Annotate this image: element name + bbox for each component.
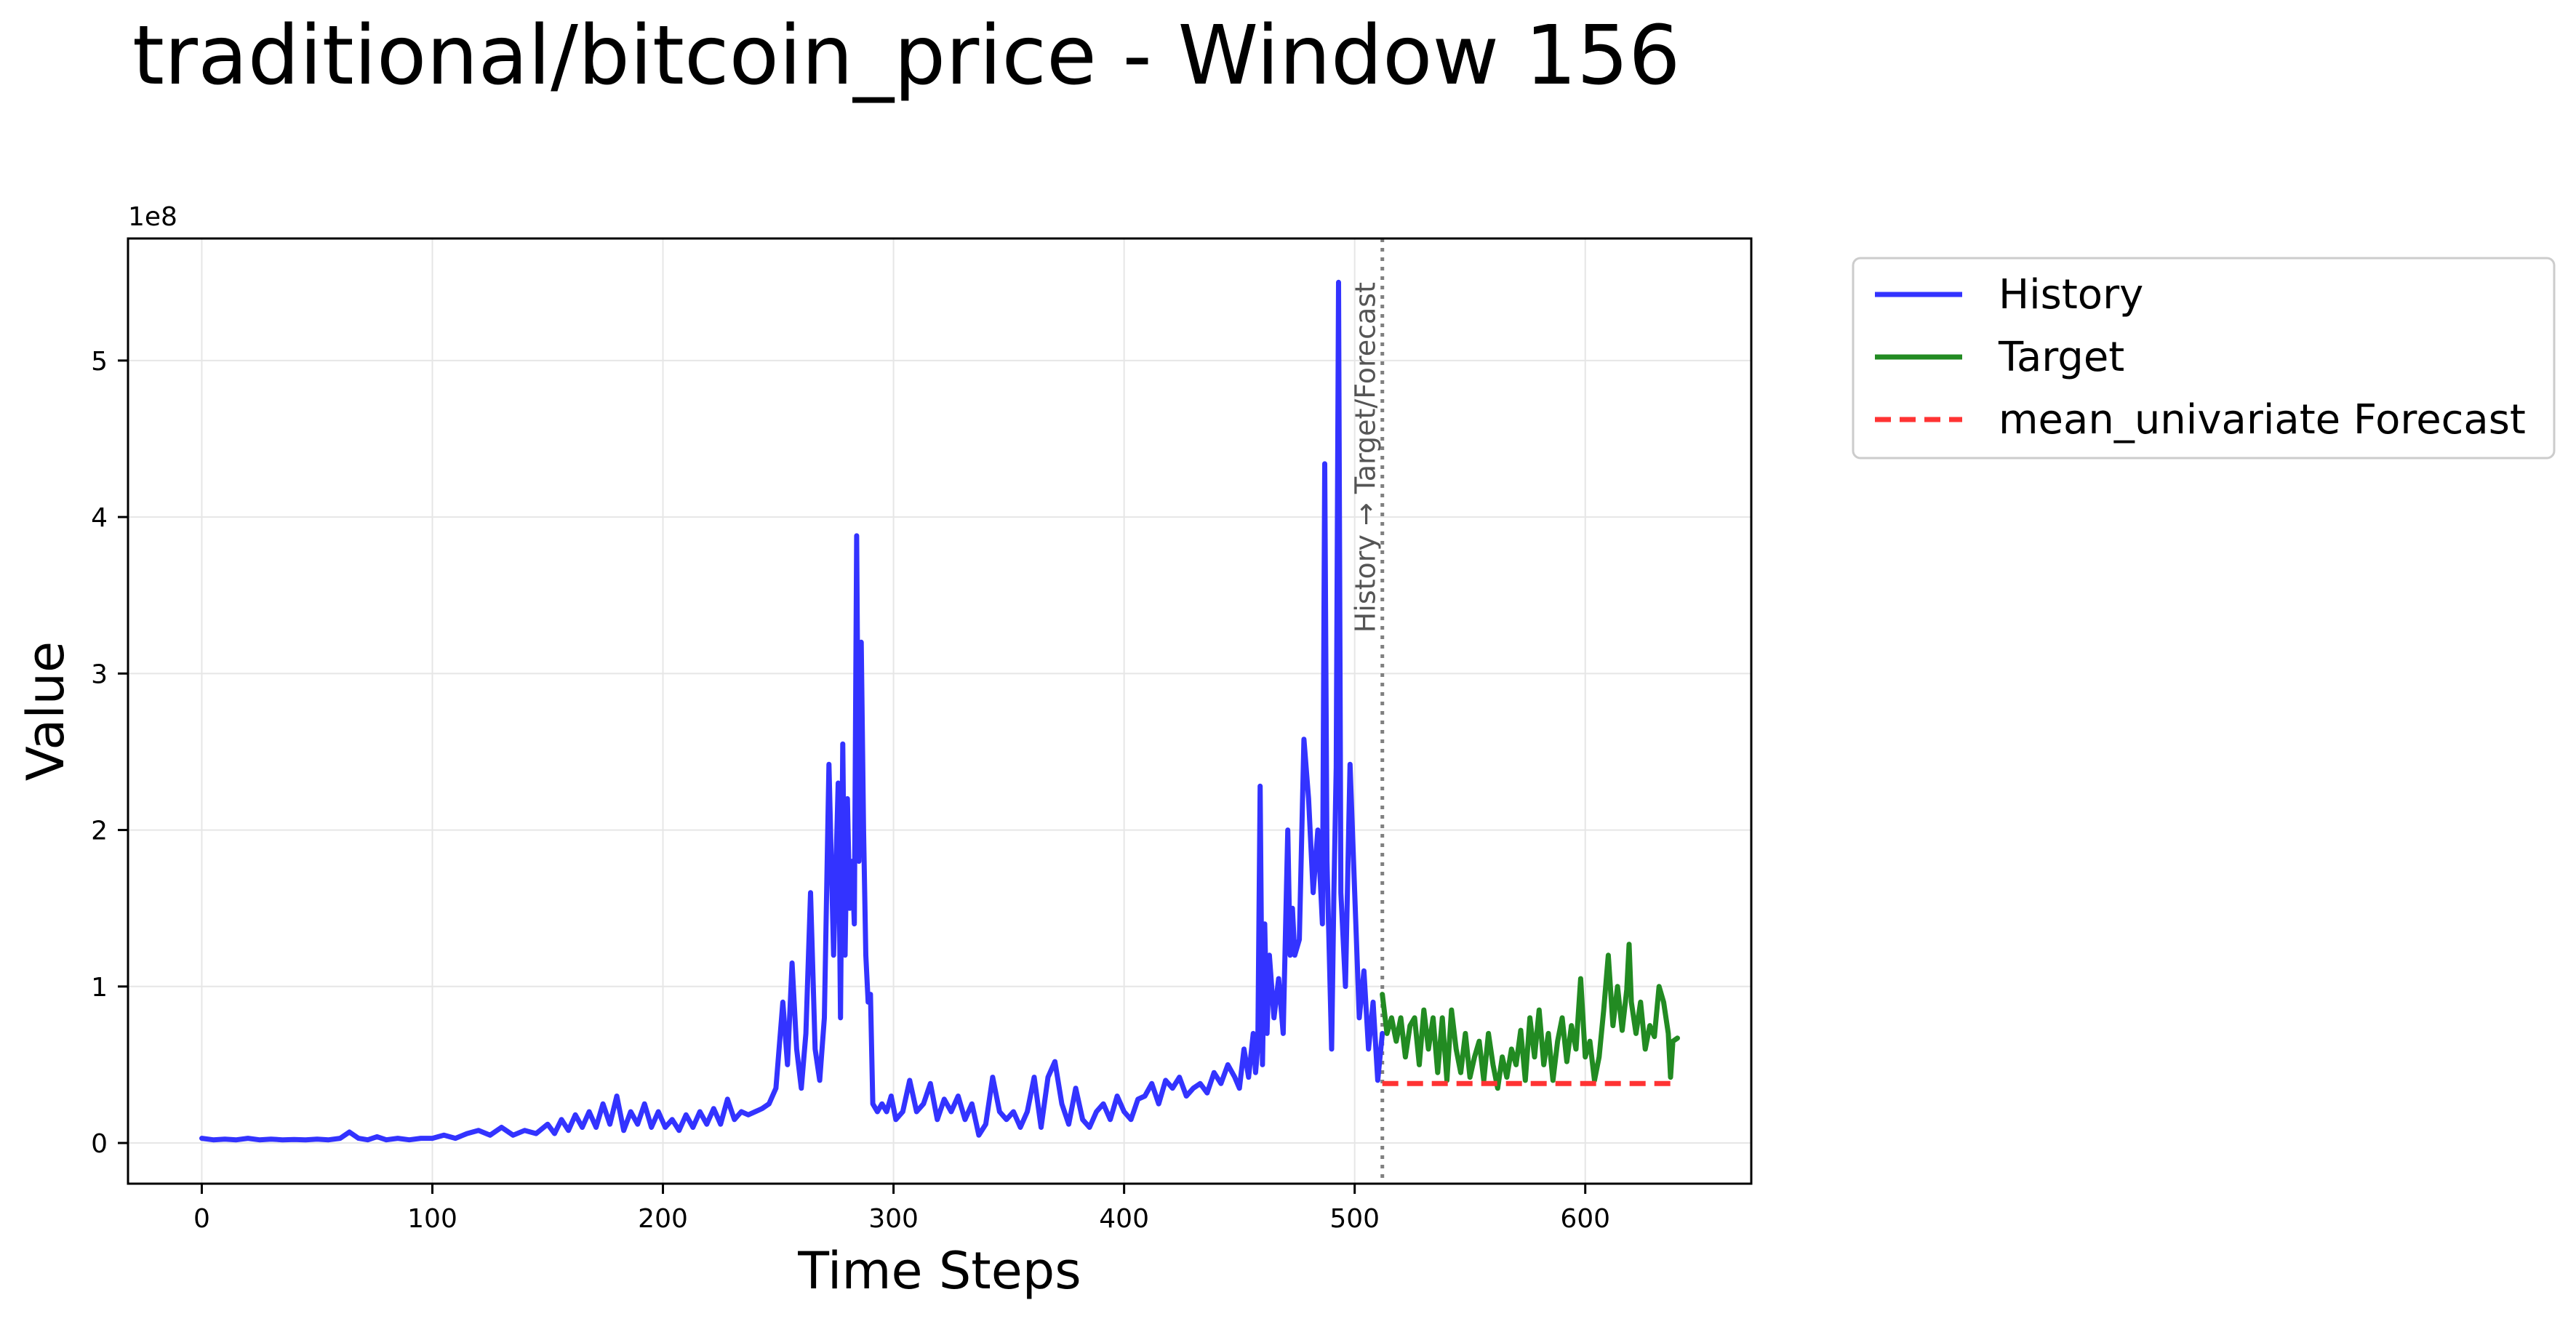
plot-area-frame	[127, 237, 1753, 1185]
y-tick-label: 2	[91, 817, 108, 846]
y-tick-label: 3	[91, 659, 108, 689]
series-lines	[199, 279, 1680, 1143]
legend: History Target mean_univariate Forecast	[1852, 257, 2556, 460]
series-line-0	[199, 279, 1385, 1143]
x-tick-label: 500	[1329, 1204, 1380, 1234]
x-tick-label: 600	[1560, 1204, 1610, 1234]
y-tick-label: 0	[91, 1129, 108, 1159]
grid-lines	[128, 238, 1751, 1184]
divider-group: History → Target/Forecast	[1350, 238, 1385, 1184]
legend-frame	[1852, 257, 2556, 460]
series-line-1	[1380, 942, 1680, 1091]
y-axis-label: Value	[16, 641, 76, 781]
y-tick-label: 1	[91, 973, 108, 1003]
y-offset-label: 1e8	[128, 202, 177, 232]
x-axis-ticks: 0 100 200 300 400 500 600	[193, 1184, 1610, 1234]
legend-label: History	[1999, 271, 2143, 318]
x-tick-label: 300	[868, 1204, 919, 1234]
y-tick-label: 4	[91, 503, 108, 533]
legend-label: mean_univariate Forecast	[1999, 396, 2526, 444]
legend-label: Target	[1998, 334, 2124, 381]
x-tick-label: 100	[407, 1204, 457, 1234]
y-axis-ticks: 0 1 2 3 4 5	[91, 347, 128, 1159]
x-tick-label: 400	[1099, 1204, 1149, 1234]
x-tick-label: 200	[638, 1204, 688, 1234]
x-axis-label: Time Steps	[797, 1241, 1081, 1301]
x-tick-label: 0	[193, 1204, 210, 1234]
y-tick-label: 5	[91, 347, 108, 377]
divider-label: History → Target/Forecast	[1350, 282, 1382, 633]
chart-title: traditional/bitcoin_price - Window 156	[132, 9, 1681, 103]
